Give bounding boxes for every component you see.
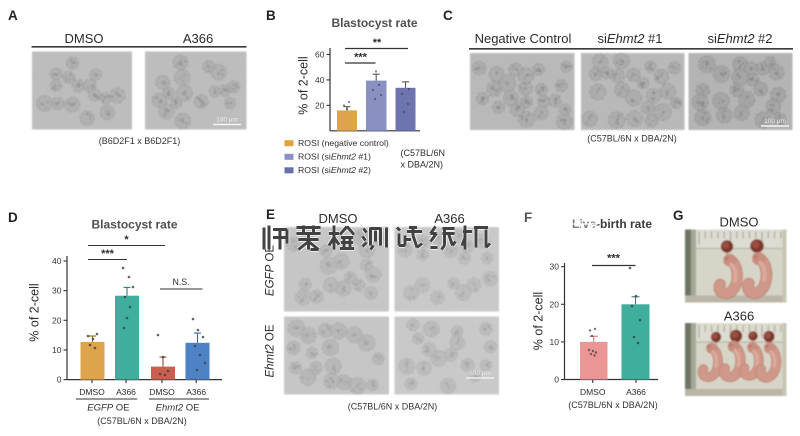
- svg-text:siEhmt2 #2: siEhmt2 #2: [707, 31, 772, 46]
- svg-text:Ehmt2 OE: Ehmt2 OE: [265, 324, 277, 377]
- svg-text:40: 40: [52, 256, 62, 266]
- svg-text:30: 30: [550, 262, 560, 272]
- svg-text:% of 2-cell: % of 2-cell: [532, 292, 546, 350]
- svg-text:Ehmt2 OE: Ehmt2 OE: [156, 403, 200, 414]
- svg-text:*: *: [124, 234, 129, 246]
- svg-text:N.S.: N.S.: [172, 277, 189, 287]
- svg-text:% of 2-cell: % of 2-cell: [297, 56, 311, 114]
- svg-text:100 μm: 100 μm: [216, 117, 238, 124]
- svg-text:***: ***: [101, 248, 115, 260]
- svg-text:20: 20: [315, 100, 325, 110]
- svg-text:C: C: [443, 8, 453, 23]
- svg-text:60: 60: [315, 49, 325, 59]
- svg-text:***: ***: [607, 253, 621, 265]
- svg-text:A366: A366: [116, 387, 136, 397]
- svg-text:**: **: [373, 37, 382, 49]
- svg-text:x DBA/2N): x DBA/2N): [401, 160, 444, 170]
- svg-text:(C57BL/6N x DBA/2N): (C57BL/6N x DBA/2N): [97, 416, 187, 426]
- svg-text:0: 0: [57, 375, 62, 385]
- svg-text:A: A: [8, 8, 18, 23]
- svg-text:20: 20: [550, 299, 560, 309]
- svg-text:500 μm: 500 μm: [469, 370, 491, 377]
- svg-text:***: ***: [354, 52, 368, 64]
- svg-text:(C57BL/6N x DBA/2N): (C57BL/6N x DBA/2N): [348, 402, 438, 412]
- svg-text:A366: A366: [626, 387, 646, 397]
- svg-text:(C57BL/6N: (C57BL/6N: [401, 148, 446, 158]
- svg-text:10: 10: [52, 345, 62, 355]
- svg-text:A366: A366: [183, 31, 213, 46]
- svg-text:F: F: [524, 210, 532, 225]
- svg-text:% of 2-cell: % of 2-cell: [28, 283, 42, 341]
- svg-text:(B6D2F1 x B6D2F1): (B6D2F1 x B6D2F1): [99, 136, 181, 146]
- svg-text:DMSO: DMSO: [319, 211, 358, 226]
- svg-text:ROSI (negative control): ROSI (negative control): [298, 138, 389, 148]
- svg-text:ROSI (siEhmt2 #2): ROSI (siEhmt2 #2): [298, 165, 371, 175]
- svg-text:0: 0: [554, 375, 559, 385]
- svg-text:E: E: [266, 207, 275, 222]
- svg-text:(C57BL/6N x DBA/2N): (C57BL/6N x DBA/2N): [568, 400, 658, 410]
- svg-text:DMSO: DMSO: [149, 387, 175, 397]
- svg-text:A366: A366: [434, 211, 464, 226]
- svg-text:20: 20: [52, 315, 62, 325]
- svg-text:DMSO: DMSO: [79, 387, 105, 397]
- svg-text:10: 10: [550, 337, 560, 347]
- svg-text:Negative Control: Negative Control: [475, 31, 572, 46]
- svg-text:B: B: [266, 8, 276, 23]
- svg-text:(C57BL/6N x DBA/2N): (C57BL/6N x DBA/2N): [587, 134, 677, 144]
- svg-text:100 μm: 100 μm: [764, 118, 786, 125]
- svg-text:G: G: [673, 208, 684, 223]
- svg-text:D: D: [8, 210, 18, 225]
- svg-text:A366: A366: [724, 309, 754, 324]
- svg-text:ROSI (siEhmt2 #1): ROSI (siEhmt2 #1): [298, 152, 371, 162]
- svg-text:DMSO: DMSO: [580, 387, 606, 397]
- svg-text:Blastocyst rate: Blastocyst rate: [331, 16, 417, 30]
- svg-text:EGFP OE: EGFP OE: [87, 403, 129, 414]
- svg-text:40: 40: [315, 75, 325, 85]
- svg-text:Blastocyst rate: Blastocyst rate: [91, 218, 177, 232]
- svg-text:siEhmt2 #1: siEhmt2 #1: [597, 31, 662, 46]
- svg-text:30: 30: [52, 286, 62, 296]
- svg-text:DMSO: DMSO: [65, 31, 104, 46]
- svg-text:DMSO: DMSO: [720, 215, 759, 230]
- svg-text:A366: A366: [186, 387, 206, 397]
- svg-text:EGFP OE: EGFP OE: [265, 245, 277, 296]
